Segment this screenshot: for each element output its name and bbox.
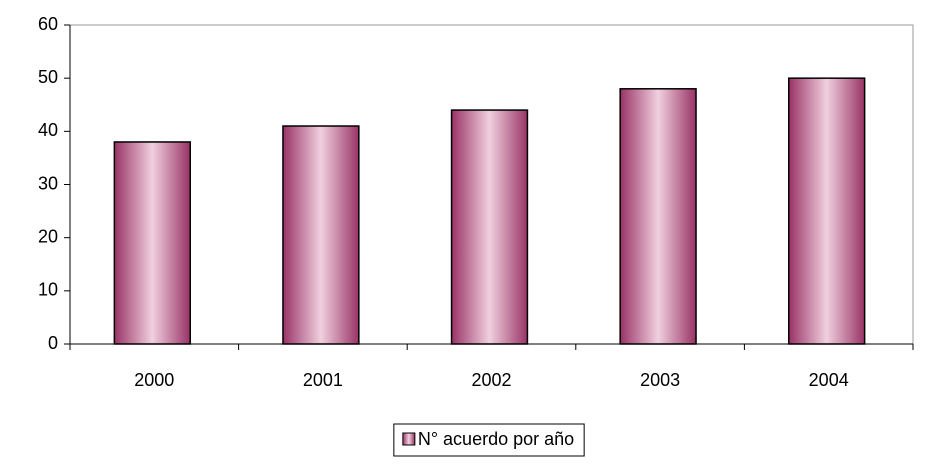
y-tick-label: 30 [38,173,58,193]
bar [450,109,529,345]
x-tick-label: 2000 [134,370,174,390]
legend-swatch [402,432,416,446]
bar [619,88,697,345]
bar [113,141,191,345]
x-tick-label: 2003 [640,370,680,390]
bar [788,77,866,345]
x-tick-label: 2002 [471,370,511,390]
y-tick-label: 50 [38,67,58,87]
y-tick-label: 20 [38,226,58,246]
y-tick-label: 10 [38,280,58,300]
y-tick-label: 40 [38,120,58,140]
x-tick-label: 2001 [303,370,343,390]
bar [282,125,360,345]
y-tick-label: 0 [48,333,58,353]
legend [393,423,585,457]
legend-label: N° acuerdo por año [418,429,574,449]
x-tick-label: 2004 [809,370,849,390]
y-tick-label: 60 [38,14,58,34]
